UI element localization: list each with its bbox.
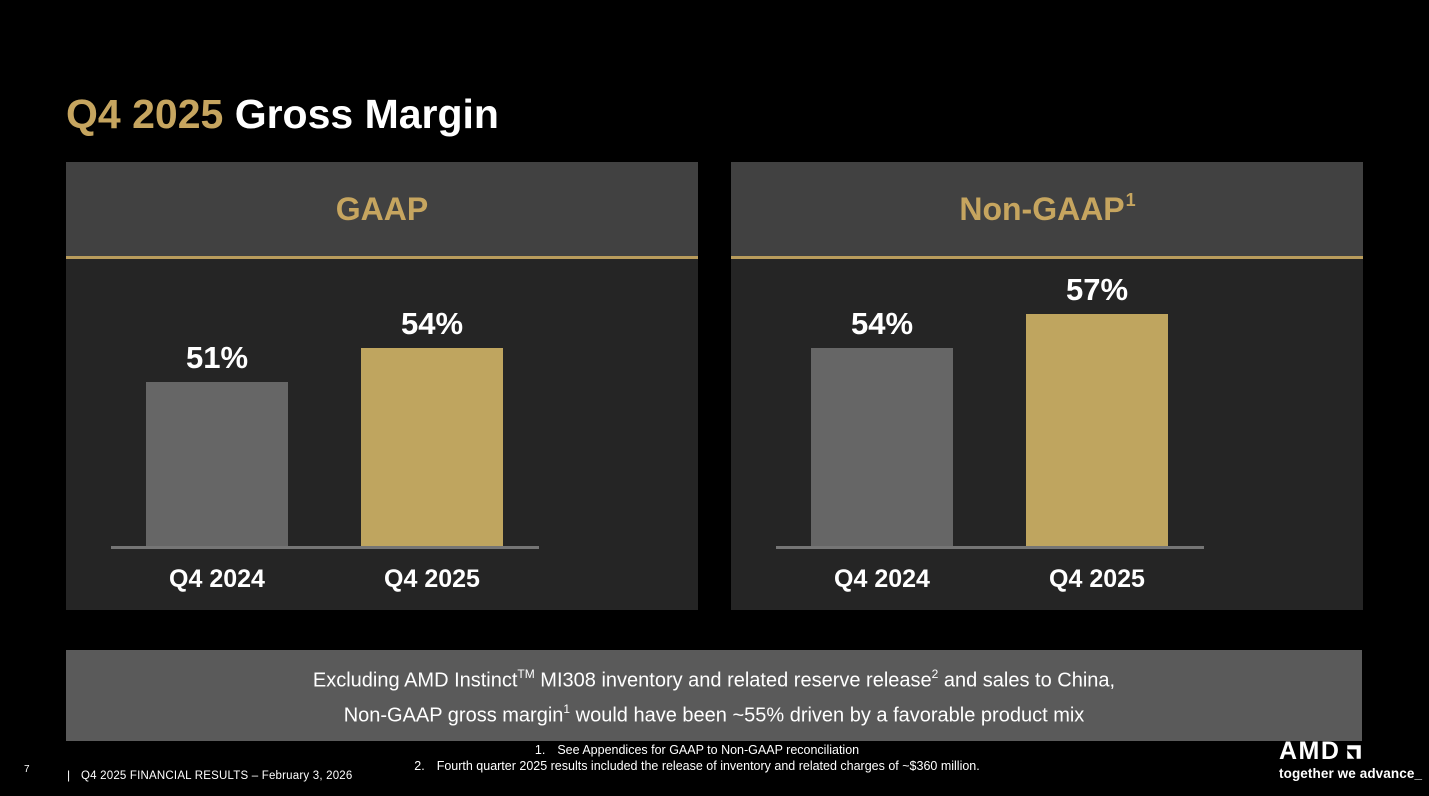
bar-group: 54% Q4 2024	[774, 259, 990, 610]
bar-value-label: 57%	[1065, 272, 1129, 307]
bar-group: 57% Q4 2025	[989, 259, 1205, 610]
bar	[361, 348, 503, 546]
footer-separator: |	[67, 768, 71, 782]
gaap-panel-title: GAAP	[335, 190, 429, 227]
amd-logo-text: AMD	[1279, 737, 1341, 765]
gaap-panel: GAAP 51% Q4 2024 54% Q4 2025	[66, 162, 698, 610]
bar	[146, 382, 288, 546]
amd-arrow-icon	[1345, 743, 1363, 761]
page-title: Q4 2025 Gross Margin	[66, 91, 499, 138]
non-gaap-bar-chart: 54% Q4 2024 57% Q4 2025	[731, 259, 1363, 610]
bar-group: 51% Q4 2024	[109, 259, 325, 610]
gaap-bar-chart: 51% Q4 2024 54% Q4 2025	[66, 259, 698, 610]
amd-logo: AMD together we advance_	[1279, 737, 1423, 782]
footnote-item: 2. Fourth quarter 2025 results included t…	[414, 758, 980, 773]
bar-value-label: 51%	[185, 340, 249, 375]
footer-page-number: 7	[24, 764, 30, 775]
footer-title: Q4 2025 FINANCIAL RESULTS – February 3, …	[81, 770, 353, 782]
bar-category-label: Q4 2024	[169, 565, 265, 593]
non-gaap-panel: Non-GAAP1 54% Q4 2024 57% Q4 2025	[731, 162, 1363, 610]
bar-category-label: Q4 2024	[834, 565, 930, 593]
non-gaap-footnote-ref: 1	[1125, 189, 1136, 210]
bar-category-label: Q4 2025	[1049, 565, 1145, 593]
x-axis-line	[111, 546, 539, 549]
bar-category-label: Q4 2025	[384, 565, 480, 593]
non-gaap-panel-header: Non-GAAP1	[731, 162, 1363, 259]
bar-group: 54% Q4 2025	[324, 259, 540, 610]
callout-line-1: Excluding AMD InstinctTM MI308 inventory…	[312, 666, 1116, 692]
non-gaap-panel-title: Non-GAAP1	[959, 189, 1136, 227]
bar	[1026, 314, 1168, 546]
title-highlight: Q4 2025	[66, 91, 224, 138]
callout-box: Excluding AMD InstinctTM MI308 inventory…	[66, 650, 1362, 741]
callout-line-2: Non-GAAP gross margin1 would have been ~…	[343, 701, 1085, 727]
bar-value-label: 54%	[850, 306, 914, 341]
bar-value-label: 54%	[400, 306, 464, 341]
bar	[811, 348, 953, 546]
title-rest: Gross Margin	[234, 91, 499, 138]
footnotes: 1. See Appendices for GAAP to Non-GAAP re…	[0, 743, 1394, 774]
gaap-panel-header: GAAP	[66, 162, 698, 259]
footnote-item: 1. See Appendices for GAAP to Non-GAAP re…	[534, 743, 860, 757]
amd-tagline: together we advance_	[1279, 766, 1423, 781]
x-axis-line	[776, 546, 1204, 549]
